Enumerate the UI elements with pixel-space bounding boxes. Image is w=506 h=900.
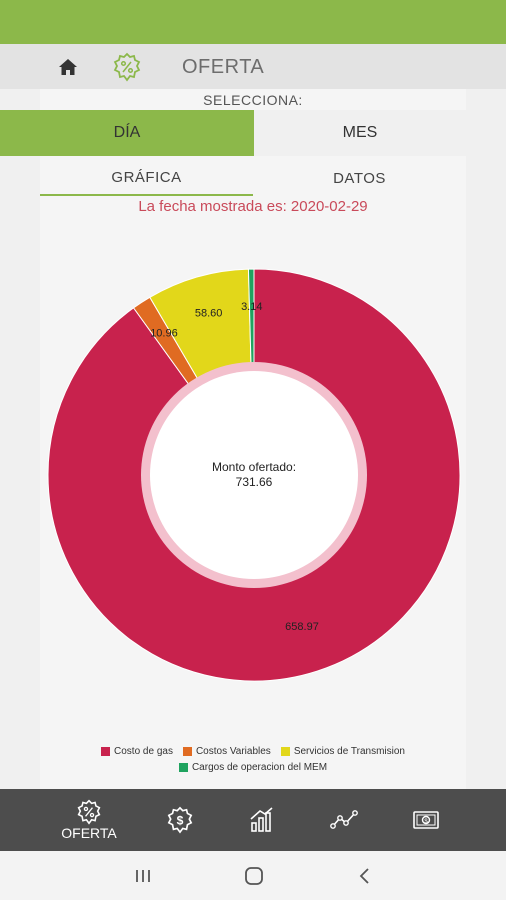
date-caption: La fecha mostrada es: 2020-02-29 bbox=[138, 198, 368, 215]
segment-dia[interactable]: DÍA bbox=[0, 110, 254, 156]
bar-chart-icon bbox=[250, 807, 273, 832]
nav-bar-chart[interactable] bbox=[242, 789, 282, 851]
svg-text:$: $ bbox=[424, 819, 428, 825]
back-icon[interactable] bbox=[354, 865, 376, 887]
legend-item-transmision: Servicios de Transmision bbox=[280, 746, 405, 757]
nav-costs[interactable]: $ bbox=[160, 789, 200, 851]
segment-mes[interactable]: MES bbox=[254, 110, 466, 156]
legend-swatch-mem bbox=[178, 763, 188, 772]
line-graph-icon bbox=[330, 810, 358, 829]
slice-value-label: 3.14 bbox=[241, 301, 262, 313]
donut-chart: Monto ofertado: 731.66 658.97 10.96 58.60 3… bbox=[47, 268, 461, 682]
recent-apps-icon[interactable] bbox=[132, 865, 154, 887]
page-title: OFERTA bbox=[182, 56, 265, 78]
slice-value-label: 10.96 bbox=[150, 328, 178, 340]
nav-oferta-label: OFERTA bbox=[61, 825, 117, 841]
home-button-icon[interactable] bbox=[243, 865, 265, 887]
system-navigation-bar bbox=[0, 851, 506, 900]
status-bar bbox=[0, 0, 506, 44]
legend-label: Costo de gas bbox=[114, 746, 173, 757]
legend-item-mem: Cargos de operacion del MEM bbox=[178, 762, 328, 773]
tab-grafica[interactable]: GRÁFICA bbox=[40, 160, 253, 196]
legend-item-gas: Costo de gas bbox=[101, 746, 173, 757]
slice-value-label: 658.97 bbox=[285, 621, 319, 633]
legend-label: Cargos de operacion del MEM bbox=[191, 762, 328, 773]
money-bill-icon: $ bbox=[413, 811, 439, 829]
home-icon[interactable] bbox=[56, 55, 80, 79]
legend-swatch-gas bbox=[101, 747, 111, 756]
app-bar: OFERTA bbox=[0, 44, 506, 89]
dollar-badge-icon: $ bbox=[167, 806, 193, 834]
legend-swatch-transmision bbox=[280, 747, 290, 756]
slice-value-label: 58.60 bbox=[195, 307, 223, 319]
nav-oferta[interactable]: OFERTA bbox=[58, 789, 120, 851]
donut-hole bbox=[150, 371, 358, 579]
selecciona-label: SELECCIONA: bbox=[203, 92, 303, 108]
svg-text:$: $ bbox=[177, 814, 184, 828]
tab-datos[interactable]: DATOS bbox=[333, 169, 386, 187]
legend-label: Costos Variables bbox=[195, 746, 271, 757]
bottom-navigation: OFERTA $ $ bbox=[0, 789, 506, 851]
nav-money[interactable]: $ bbox=[406, 789, 446, 851]
legend-swatch-variables bbox=[182, 747, 192, 756]
legend-item-variables: Costos Variables bbox=[182, 746, 271, 757]
right-margin bbox=[466, 89, 506, 789]
center-label: Monto ofertado: bbox=[212, 460, 296, 474]
nav-line-graph[interactable] bbox=[324, 789, 364, 851]
percent-badge-icon[interactable] bbox=[112, 52, 142, 82]
percent-badge-icon bbox=[77, 799, 101, 825]
center-value: 731.66 bbox=[236, 475, 273, 489]
left-margin bbox=[0, 89, 40, 789]
legend-label: Servicios de Transmision bbox=[293, 746, 405, 757]
chart-legend: Costo de gas Costos Variables Servicios … bbox=[0, 746, 506, 778]
